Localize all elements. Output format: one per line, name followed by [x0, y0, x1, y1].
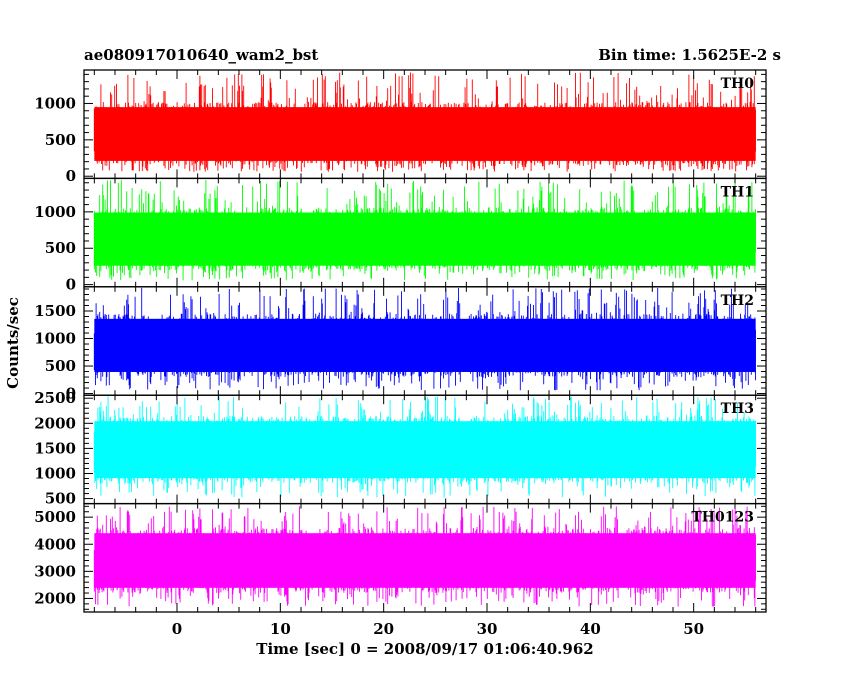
bin-time-label: Bin time: 1.5625E-2 s: [598, 46, 781, 64]
y-tick-label: 0: [66, 276, 76, 294]
panel-th0123: 2000 3000 4000 5000 TH0123: [34, 502, 767, 613]
panel-label: TH0123: [691, 510, 754, 526]
x-tick-label: 50: [683, 620, 704, 638]
y-tick-label: 4000: [34, 535, 76, 553]
y-tick-label: 1000: [34, 464, 76, 482]
lightcurve-core: [94, 107, 756, 161]
x-tick-label: 40: [580, 620, 601, 638]
panel-label: TH0: [721, 76, 755, 92]
x-tick-label: 0: [172, 620, 182, 638]
y-tick-label: 2500: [34, 389, 76, 407]
y-tick-label: 2000: [34, 589, 76, 607]
y-tick-label: 5000: [34, 508, 76, 526]
lightcurve-core: [94, 533, 756, 588]
y-tick-label: 0: [66, 385, 76, 403]
panel-label: TH1: [721, 184, 754, 200]
y-tick-label: 1000: [34, 330, 76, 348]
x-tick-label: 20: [373, 620, 394, 638]
lightcurve-core: [94, 318, 756, 372]
panels: 05001000TH005001000TH1050010001500TH2500…: [34, 69, 767, 638]
y-tick-label: 2000: [34, 414, 76, 432]
lightcurve-core: [94, 212, 756, 266]
lightcurve-core: [94, 421, 756, 479]
y-tick-label: 0: [66, 167, 76, 185]
y-tick-label: 3000: [34, 562, 76, 580]
y-tick-label: 500: [45, 357, 76, 375]
y-tick-label: 1500: [34, 302, 76, 320]
y-tick-label: 500: [45, 239, 76, 257]
x-tick-label: 10: [270, 620, 291, 638]
y-tick-label: 500: [45, 131, 76, 149]
y-tick-label: 1000: [34, 203, 76, 221]
x-tick-label: 30: [477, 620, 498, 638]
y-axis-title: Counts/sec: [4, 297, 22, 389]
panel-label: TH2: [721, 293, 754, 309]
panel-th0: 0 500 1000 TH0: [34, 69, 767, 185]
panel-th2: 0 500 1000 1500 TH2: [34, 286, 767, 403]
x-axis-title: Time [sec] 0 = 2008/09/17 01:06:40.962: [256, 640, 593, 658]
panel-label: TH3: [721, 401, 754, 417]
figure-title: ae080917010640_wam2_bst: [84, 46, 318, 64]
y-tick-label: 1000: [34, 94, 76, 112]
y-tick-label: 500: [45, 490, 76, 508]
panel-th1: 0 500 1000 TH1: [34, 177, 767, 294]
panel-th3: 500 1000 1500 2000 2500 TH3: [34, 389, 767, 508]
y-tick-label: 1500: [34, 439, 76, 457]
